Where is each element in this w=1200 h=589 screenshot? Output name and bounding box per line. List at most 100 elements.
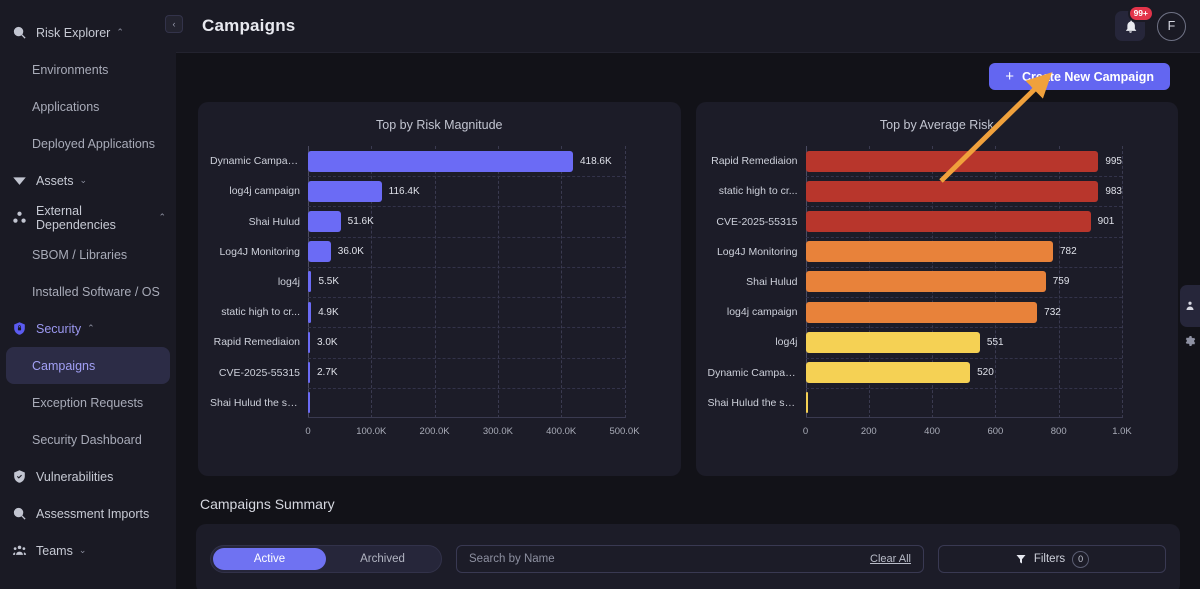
chart-bar-row[interactable]: Shai Hulud 51.6K (249, 206, 625, 236)
sidebar-item-teams[interactable]: Teams ⌄ (0, 532, 176, 569)
sidebar-item-external-dependencies[interactable]: External Dependencies ⌃ (0, 199, 176, 236)
chart-value-label: 759 (1052, 276, 1070, 288)
chart-bar-row[interactable]: CVE-2025-55315 2.7K (219, 358, 625, 388)
sidebar-item-label: Environments (32, 62, 109, 77)
search-input[interactable]: Search by Name Clear All (456, 545, 924, 573)
sidebar-item-label: Installed Software / OS (32, 284, 160, 299)
chart-bar[interactable] (805, 150, 1099, 172)
chart-category-label: static high to cr... (718, 185, 798, 198)
x-tick-label: 200 (860, 426, 877, 437)
chart-bar-row[interactable]: log4j campaign 732 (727, 297, 1123, 327)
chart-category-label: Rapid Remediaion (213, 336, 300, 349)
chart-bar[interactable] (805, 331, 980, 353)
tab-active[interactable]: Active (213, 548, 326, 570)
sidebar-item-label: Deployed Applications (32, 136, 155, 151)
x-tick-label: 0 (305, 426, 311, 437)
search-circle-icon (13, 26, 26, 39)
chart-bar[interactable] (805, 271, 1046, 293)
chart-title: Top by Risk Magnitude (376, 118, 503, 132)
chart-bar-row[interactable]: Shai Hulud the se... (210, 388, 625, 418)
person-panel-button[interactable] (1180, 285, 1200, 327)
chart-bar-row[interactable]: static high to cr... 4.9K (221, 297, 625, 327)
chart-category-label: static high to cr... (221, 306, 300, 319)
create-new-campaign-button[interactable]: + Create New Campaign (989, 63, 1170, 90)
sidebar-item-label: Exception Requests (32, 395, 144, 410)
gridline (497, 146, 499, 418)
chevron-down-icon: ⌄ (78, 545, 87, 555)
chart-bar-row[interactable]: Rapid Remediaion 995 (711, 146, 1122, 176)
chevron-up-icon: ⌃ (87, 323, 95, 333)
chart-bar-row[interactable]: log4j 551 (775, 327, 1123, 357)
chart-bar[interactable] (805, 392, 808, 414)
chart-bar-row[interactable]: Log4J Monitoring 782 (717, 237, 1123, 267)
sidebar-item-exception-requests[interactable]: Exception Requests (0, 384, 176, 421)
sidebar-item-environments[interactable]: Environments (0, 51, 176, 88)
sidebar-item-deployed-applications[interactable]: Deployed Applications (0, 125, 176, 162)
chart-bar[interactable] (805, 301, 1038, 323)
chart-bar-row[interactable]: CVE-2025-55315 901 (716, 206, 1123, 236)
chart-bar[interactable] (805, 211, 1091, 233)
chart-category-label: Log4J Monitoring (716, 245, 798, 258)
settings-button[interactable] (1180, 335, 1200, 347)
sidebar-item-label: Assets (36, 173, 74, 188)
filters-button[interactable]: Filters 0 (938, 545, 1166, 573)
sidebar-item-assets[interactable]: Assets ⌄ (0, 162, 176, 199)
chart-bar[interactable] (308, 271, 312, 293)
chart-bar-row[interactable]: log4j campaign 116.4K (229, 176, 625, 206)
shield-lock-icon-wrap (10, 320, 28, 338)
sidebar-item-risk-explorer[interactable]: Risk Explorer ⌃ (0, 14, 176, 51)
row-divider (308, 357, 625, 359)
chart-plot: Dynamic Campaign ... 418.6K log4j campaign… (210, 146, 669, 446)
status-toggle-group: Active Archived (210, 545, 442, 573)
chart-bar[interactable] (805, 180, 1099, 202)
chart-bar[interactable] (308, 150, 573, 172)
chart-bar-row[interactable]: static high to cr... 983 (719, 176, 1122, 206)
chart-category-label: Dynamic Campaign ... (210, 155, 300, 168)
chart-bar-row[interactable]: Dynamic Campaign ... 418.6K (210, 146, 625, 176)
sidebar-item-assessment-imports[interactable]: Assessment Imports (0, 495, 176, 532)
sidebar-item-vulnerabilities[interactable]: Vulnerabilities (0, 458, 176, 495)
sidebar-item-installed-software-os[interactable]: Installed Software / OS (0, 273, 176, 310)
chart-bar[interactable] (308, 362, 310, 384)
row-divider (308, 387, 625, 389)
chart-bar[interactable] (308, 301, 312, 323)
clear-all-button[interactable]: Clear All (870, 553, 911, 565)
diamond-icon-wrap (10, 172, 28, 190)
search-circle-icon-wrap (10, 505, 28, 523)
notification-badge: 99+ (1127, 5, 1154, 22)
sidebar-item-label: Applications (32, 99, 100, 114)
chart-value-label: 995 (1105, 155, 1122, 167)
chart-bar-row[interactable]: Dynamic Campaign ... 520 (708, 358, 1123, 388)
sidebar-item-applications[interactable]: Applications (0, 88, 176, 125)
chart-bar-row[interactable]: log4j 5.5K (278, 267, 625, 297)
sidebar-item-security-dashboard[interactable]: Security Dashboard (0, 421, 176, 458)
chart-bar[interactable] (805, 362, 971, 384)
chart-bar[interactable] (308, 331, 310, 353)
chart-bar[interactable] (308, 180, 382, 202)
avatar[interactable]: F (1157, 11, 1186, 41)
chevron-left-icon[interactable]: ‹ (165, 15, 183, 33)
page-content: + Create New Campaign Top by Risk Magnit… (176, 53, 1200, 589)
chart-bar-row[interactable]: Shai Hulud the se... (708, 388, 1123, 418)
x-axis-ticks: 0 200 400 600 800 1.0K (803, 426, 1132, 440)
sidebar-item-security[interactable]: Security ⌃ (0, 310, 176, 347)
gridline (624, 146, 626, 418)
chart-bar[interactable] (308, 211, 341, 233)
chart-bar-row[interactable]: Log4J Monitoring 36.0K (219, 237, 625, 267)
filters-label: Filters (1033, 553, 1066, 565)
chart-bar[interactable] (308, 392, 310, 414)
chart-category-label: Dynamic Campaign ... (707, 366, 798, 379)
tab-archived[interactable]: Archived (360, 553, 405, 565)
row-divider (805, 297, 1122, 299)
chart-bar[interactable] (308, 241, 331, 263)
chart-bar-row[interactable]: Shai Hulud 759 (746, 267, 1123, 297)
chart-bar[interactable] (805, 241, 1053, 263)
chart-bar-row[interactable]: Rapid Remediaion 3.0K (214, 327, 625, 357)
notifications-button[interactable]: 99+ (1115, 5, 1154, 41)
x-tick-label: 800 (1050, 426, 1067, 437)
x-tick-label: 400 (924, 426, 941, 437)
row-divider (805, 387, 1122, 389)
sidebar-item-campaigns[interactable]: Campaigns (6, 347, 170, 384)
sidebar-item-sbom-libraries[interactable]: SBOM / Libraries (0, 236, 176, 273)
search-placeholder: Search by Name (469, 553, 555, 565)
